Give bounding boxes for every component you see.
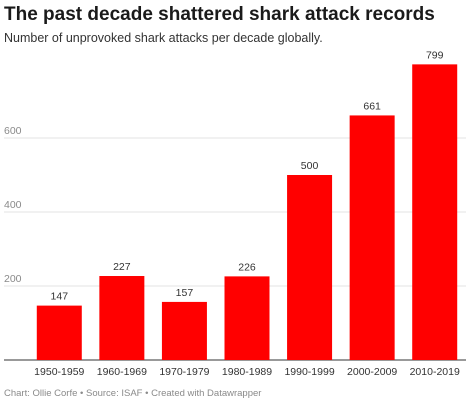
bar-2000-2009 xyxy=(349,115,395,361)
value-label: 661 xyxy=(363,100,381,112)
value-label: 147 xyxy=(51,291,69,303)
value-label: 157 xyxy=(176,287,194,299)
y-tick-label: 600 xyxy=(4,125,22,137)
bar-1990-1999 xyxy=(287,175,333,360)
value-label: 799 xyxy=(426,49,444,61)
bar-1960-1969 xyxy=(99,276,145,360)
bar-1970-1979 xyxy=(161,301,207,360)
category-label: 1980-1989 xyxy=(222,366,272,378)
value-label: 500 xyxy=(301,160,319,172)
category-label: 1970-1979 xyxy=(159,366,209,378)
chart-subtitle: Number of unprovoked shark attacks per d… xyxy=(4,31,323,45)
bars xyxy=(36,64,458,361)
category-label: 1990-1999 xyxy=(284,366,334,378)
category-label: 1950-1959 xyxy=(34,366,84,378)
bar-2010-2019 xyxy=(412,64,458,361)
value-label: 226 xyxy=(238,261,256,273)
chart-footer: Chart: Ollie Corfe • Source: ISAF • Crea… xyxy=(4,388,262,399)
category-label: 2000-2009 xyxy=(347,366,397,378)
value-label: 227 xyxy=(113,261,131,273)
labels: 200 400 600 147 1950-1959 227 1960-1969 157 1970… xyxy=(4,49,460,378)
category-label: 2010-2019 xyxy=(410,366,460,378)
chart-title: The past decade shattered shark attack r… xyxy=(4,4,435,25)
bar-1950-1959 xyxy=(36,305,82,360)
y-tick-label: 400 xyxy=(4,199,22,211)
bar-1980-1989 xyxy=(224,276,270,360)
category-label: 1960-1969 xyxy=(97,366,147,378)
y-tick-label: 200 xyxy=(4,273,22,285)
